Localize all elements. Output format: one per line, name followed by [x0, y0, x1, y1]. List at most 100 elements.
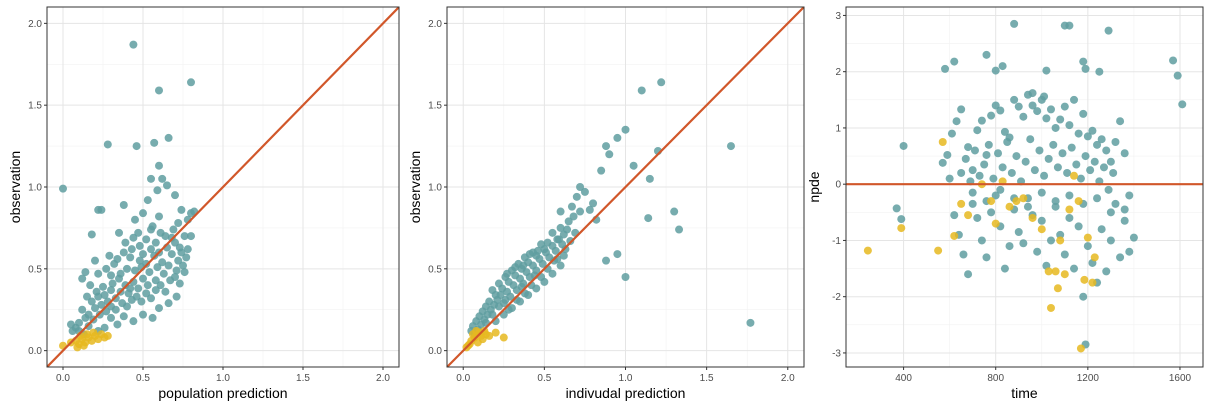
data-point — [172, 292, 181, 301]
data-point — [511, 263, 520, 272]
data-point — [987, 197, 996, 206]
y-tick-label: 1 — [835, 123, 841, 134]
data-point — [81, 313, 90, 322]
data-point — [187, 78, 195, 87]
data-point — [113, 320, 122, 329]
data-point — [1051, 202, 1060, 211]
data-point — [994, 149, 1003, 158]
data-point — [1120, 216, 1129, 225]
panel-population-prediction: 0.0 0.5 1.0 1.5 2.0 0.0 0.5 1.0 1.5 2.0 population… — [7, 6, 400, 401]
data-point — [142, 289, 151, 298]
data-point — [501, 295, 510, 304]
y-axis-title: observation — [407, 151, 423, 223]
data-point — [150, 138, 159, 147]
data-point — [1056, 115, 1065, 124]
data-point — [519, 261, 528, 270]
data-point — [1042, 114, 1051, 123]
data-point — [1106, 208, 1115, 217]
data-point — [132, 292, 141, 301]
data-point — [897, 215, 906, 224]
data-point — [1044, 154, 1053, 163]
data-point — [991, 219, 1000, 228]
data-point — [499, 333, 508, 342]
data-point — [164, 133, 173, 142]
data-point — [1070, 264, 1079, 273]
data-point — [1169, 56, 1178, 65]
data-point — [1081, 152, 1090, 161]
identity-line — [47, 7, 399, 367]
data-point — [1053, 163, 1062, 172]
data-point — [957, 105, 966, 114]
y-tick-label: 1.0 — [28, 183, 42, 194]
data-point — [158, 174, 167, 183]
data-point — [950, 211, 959, 220]
data-point — [139, 274, 147, 283]
data-point — [964, 211, 973, 220]
data-point — [1005, 202, 1014, 211]
data-point — [970, 146, 979, 155]
x-tick-label: 1600 — [1169, 373, 1192, 384]
data-point — [1000, 264, 1009, 273]
data-point — [961, 154, 970, 163]
data-point — [1067, 143, 1076, 152]
data-point — [1012, 152, 1021, 161]
data-point — [1074, 129, 1083, 138]
data-point — [1104, 185, 1113, 194]
data-point — [1040, 171, 1049, 180]
data-point — [1074, 197, 1083, 206]
data-point — [1083, 132, 1092, 141]
data-point — [147, 245, 155, 254]
data-point — [172, 266, 181, 275]
data-point — [1049, 140, 1058, 149]
data-point — [485, 331, 494, 340]
data-point — [548, 269, 557, 278]
data-point — [171, 273, 179, 281]
data-point — [957, 199, 966, 208]
data-point — [564, 217, 573, 226]
data-point — [991, 191, 1000, 200]
data-point — [657, 78, 666, 87]
x-axis-title: time — [1011, 385, 1038, 401]
identity-line — [447, 7, 804, 367]
data-point — [556, 223, 565, 232]
y-tick-label: 0.0 — [428, 346, 442, 357]
data-point — [83, 292, 91, 301]
data-point — [950, 231, 959, 240]
data-point — [1079, 109, 1088, 118]
data-point — [982, 50, 991, 59]
data-point — [147, 294, 155, 303]
data-point — [644, 214, 653, 223]
data-point — [605, 150, 614, 159]
data-point — [569, 212, 578, 221]
y-tick-label: 0 — [835, 180, 841, 191]
data-point — [1046, 236, 1055, 245]
data-point — [989, 174, 998, 183]
data-point — [941, 64, 950, 73]
data-point — [174, 219, 183, 227]
data-point — [175, 279, 184, 288]
data-point — [169, 225, 178, 234]
data-point — [131, 215, 139, 224]
data-point — [996, 185, 1005, 194]
data-point — [164, 299, 173, 308]
data-point — [892, 204, 901, 213]
data-point — [1088, 126, 1097, 135]
data-point — [119, 201, 128, 209]
data-point — [107, 286, 115, 295]
data-point — [899, 141, 908, 150]
data-point — [1040, 92, 1049, 101]
data-point — [95, 310, 104, 319]
data-point — [1097, 225, 1106, 234]
data-point — [1019, 239, 1028, 248]
data-point — [496, 291, 505, 299]
data-point — [108, 279, 117, 288]
data-point — [968, 188, 977, 197]
data-point — [957, 168, 966, 177]
data-point — [103, 331, 112, 340]
data-point — [182, 253, 191, 262]
data-point — [99, 282, 107, 291]
panel-npde-time: 400 800 1200 1600 -3 -2 -1 0 1 2 3 time npde — [806, 6, 1204, 401]
data-point — [597, 166, 606, 175]
data-point — [87, 297, 96, 306]
y-tick-label: -1 — [832, 236, 841, 247]
